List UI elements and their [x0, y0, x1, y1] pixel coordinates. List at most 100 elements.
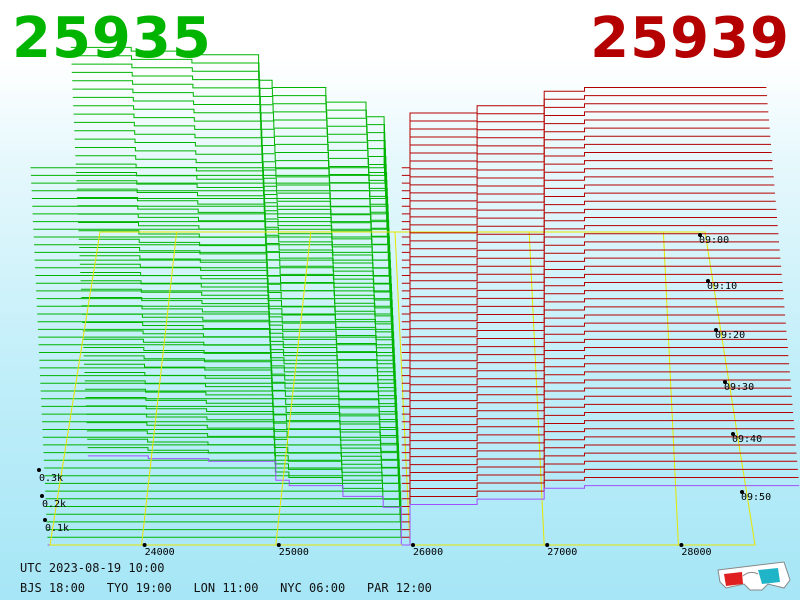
bid-depth-line [42, 330, 397, 430]
bid-depth-line [40, 288, 395, 392]
grid-price-line [141, 231, 178, 546]
ask-depth-line [401, 436, 796, 500]
time-tick-label: 09:20 [715, 330, 745, 341]
ask-depth-line [401, 420, 794, 484]
bid-depth-line [47, 455, 402, 546]
ask-depth-line [401, 290, 784, 361]
grid-floor [49, 231, 756, 546]
bid-depth-line [32, 96, 387, 215]
price-tick-label: 25000 [279, 547, 309, 558]
ask-depth-line [401, 460, 798, 523]
bid-depth-line [37, 205, 392, 315]
bid-depth-line [38, 247, 393, 353]
bid-price: 25935 [12, 6, 212, 71]
bid-depth-line [43, 347, 398, 446]
bid-depth-line [38, 238, 393, 346]
bid-depth-line [33, 121, 388, 238]
price-tick-mark [679, 543, 684, 547]
bid-depth-line [46, 430, 401, 523]
bid-depth-line [46, 422, 401, 515]
time-tick-mark [740, 490, 744, 494]
timezone-london: LON 11:00 [193, 581, 259, 595]
bid-depth-line [41, 297, 396, 400]
bid-depth-line [43, 363, 398, 461]
ask-depth-line [401, 111, 769, 192]
ask-depth-line [401, 241, 779, 315]
timezone-paris: PAR 12:00 [366, 581, 432, 595]
price-tick-mark [411, 543, 415, 547]
bid-depth-line [34, 130, 389, 246]
bid-depth-line [33, 113, 388, 230]
time-tick-mark [731, 432, 735, 436]
bid-depth-line [41, 305, 396, 407]
bid-depth-line [30, 55, 385, 176]
ask-depth-line [401, 143, 771, 223]
time-tick-mark [706, 279, 710, 283]
ask-depth-line [401, 217, 777, 292]
ask-depth-line [401, 444, 796, 507]
bid-depth-line [42, 338, 397, 438]
bid-depth-line [39, 255, 394, 361]
ask-depth-line [401, 282, 783, 353]
bid-depth-line [31, 63, 386, 184]
bid-depth-line [44, 372, 399, 469]
bid-depth-line [36, 188, 391, 300]
ask-depth-line [401, 208, 777, 284]
ask-depth-line [401, 135, 771, 215]
price-tick-mark [276, 543, 281, 547]
volume-tick-label: 0.1k [45, 523, 69, 534]
bid-depth-line [36, 180, 391, 292]
bid-depth-line [31, 71, 386, 192]
bid-depth-line [36, 197, 391, 307]
ask-depth-line [401, 477, 799, 538]
bid-depth-line [37, 213, 392, 323]
bid-depth-line [45, 405, 400, 500]
bid-depth-line [34, 138, 389, 253]
volume-tick-mark [40, 494, 44, 498]
ask-depth-line [401, 468, 798, 531]
bid-depth-line [44, 380, 399, 477]
timezone-newyork: NYC 06:00 [280, 581, 346, 595]
bid-depth-line [35, 163, 390, 276]
bid-depth-line [31, 80, 386, 199]
timezone-bar: BJS 18:00 TYO 19:00 LON 11:00 NYC 06:00 … [20, 581, 432, 595]
bid-depth-line [34, 147, 389, 261]
ask-depth-line [401, 306, 785, 377]
bid-depth-series [30, 46, 402, 546]
volume-tick-label: 0.3k [39, 473, 63, 484]
bid-depth-line [39, 263, 394, 369]
price-tick-label: 26000 [413, 547, 443, 558]
bid-depth-line [43, 355, 398, 454]
ask-depth-line [401, 257, 781, 330]
3d-glasses-icon[interactable] [714, 560, 794, 594]
timezone-tokyo: TYO 19:00 [106, 581, 172, 595]
time-tick-label: 09:30 [724, 382, 754, 393]
ask-depth-line [401, 452, 797, 515]
bid-depth-line [38, 230, 393, 338]
bid-depth-line [45, 397, 400, 492]
bid-depth-line [33, 105, 388, 223]
time-tick-label: 09:10 [707, 281, 737, 292]
ask-depth-line [401, 485, 800, 546]
price-tick-label: 28000 [681, 547, 711, 558]
time-tick-label: 09:40 [732, 434, 762, 445]
price-tick-mark [545, 543, 550, 547]
volume-tick-mark [43, 518, 47, 522]
price-tick-label: 24000 [145, 547, 175, 558]
bid-depth-line [37, 222, 392, 330]
chart-axes: 24000 25000 26000 27000 28000 0.1k 0.2k 0.3k 09:… [37, 233, 771, 558]
ask-depth-line [401, 119, 769, 199]
timezone-beijing: BJS 18:00 [20, 581, 86, 595]
time-tick-mark [698, 233, 702, 237]
grid-price-line [394, 231, 411, 546]
bid-depth-line [35, 172, 390, 284]
time-tick-mark [714, 328, 718, 332]
bid-depth-line [44, 388, 399, 484]
bid-depth-line [47, 438, 402, 531]
ask-depth-series [401, 87, 800, 546]
price-tick-mark [142, 543, 147, 547]
bid-depth-line [41, 313, 396, 415]
bid-depth-line [47, 447, 402, 538]
volume-tick-label: 0.2k [42, 499, 66, 510]
